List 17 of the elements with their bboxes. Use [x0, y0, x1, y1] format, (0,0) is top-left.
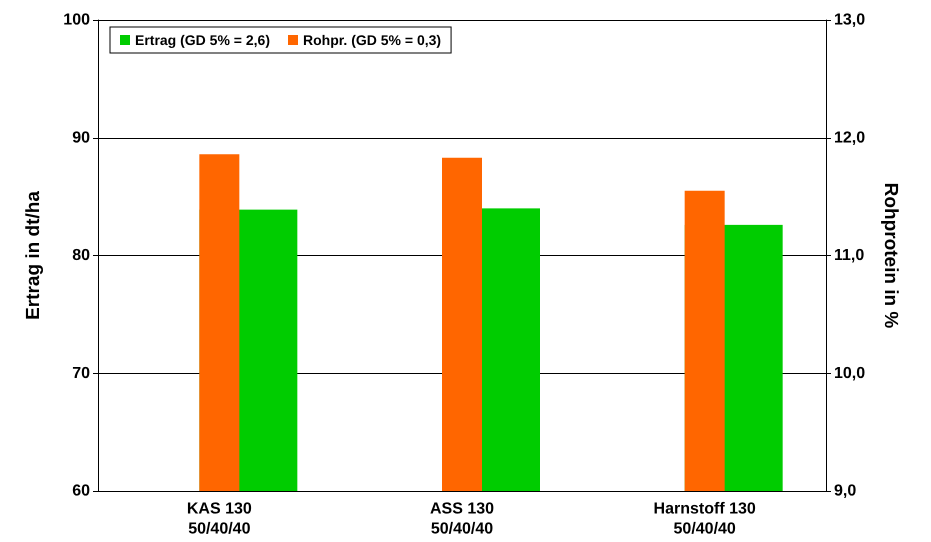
y2-tick-label: 13,0 — [834, 12, 866, 28]
y-tick-label: 80 — [72, 247, 90, 264]
y-tick-label: 70 — [72, 364, 90, 382]
y2-axis-title: Rohprotein in % — [880, 182, 901, 328]
y2-tick-label: 11,0 — [834, 247, 864, 264]
y2-tick-label: 12,0 — [834, 129, 866, 146]
y2-tick-label: 10,0 — [834, 364, 866, 382]
legend-label: Ertrag (GD 5% = 2,6) — [135, 32, 270, 48]
y-axis-title: Ertrag in dt/ha — [23, 190, 44, 320]
y-tick-label: 60 — [72, 482, 90, 500]
x-tick-label: ASS 130 50/40/40 — [430, 500, 494, 538]
y2-tick-label: 9,0 — [834, 482, 856, 500]
x-tick-label: KAS 130 50/40/40 — [186, 500, 252, 538]
y-tick-label: 100 — [63, 12, 90, 28]
y-tick-label: 90 — [72, 129, 90, 146]
x-tick-label: Harnstoff 130 50/40/40 — [654, 500, 756, 538]
legend-label: Rohpr. (GD 5% = 0,3) — [302, 32, 442, 48]
